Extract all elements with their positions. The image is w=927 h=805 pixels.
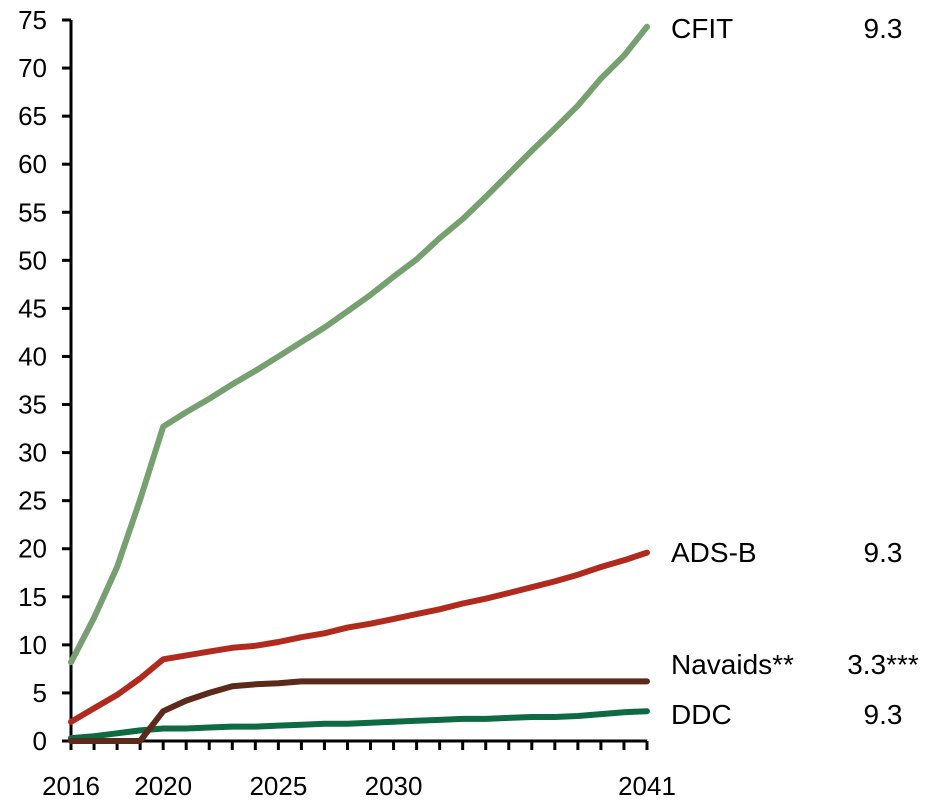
x-tick-label-2016: 2016 [42,771,100,801]
y-axis-ticks: 0 5 10 15 20 25 30 35 40 45 50 55 60 65 70 75 [18,5,71,756]
series-label-ddc: DDC [671,699,732,730]
series-line-ads-b [68,549,650,725]
x-tick-label-2041: 2041 [618,771,676,801]
series-line-cfit [68,23,650,666]
y-tick-label-5: 5 [33,678,47,708]
x-tick-label-2030: 2030 [365,771,423,801]
series-label-ads-b: ADS-B [671,537,757,568]
x-axis-ticks: 2016 2020 2025 2030 2041 [42,741,676,801]
y-tick-label-30: 30 [18,438,47,468]
x-tick-label-2020: 2020 [134,771,192,801]
series-lines [68,23,650,744]
series-value-ads-b: 9.3 [864,537,903,568]
y-tick-label-15: 15 [18,582,47,612]
y-tick-label-75: 75 [18,5,47,35]
y-tick-label-25: 25 [18,486,47,516]
y-tick-label-60: 60 [18,149,47,179]
y-tick-label-70: 70 [18,53,47,83]
series-labels: CFIT 9.3 ADS-B 9.3 Navaids** 3.3*** DDC 9.3 [671,13,919,730]
series-value-ddc: 9.3 [864,699,903,730]
y-tick-label-65: 65 [18,101,47,131]
series-line-ddc [68,708,650,742]
series-label-cfit: CFIT [671,13,733,44]
x-tick-label-2025: 2025 [249,771,307,801]
y-tick-label-10: 10 [18,630,47,660]
y-tick-label-20: 20 [18,534,47,564]
axes-group [69,20,647,743]
y-tick-label-0: 0 [33,726,47,756]
series-value-cfit: 9.3 [864,13,903,44]
y-tick-label-40: 40 [18,341,47,371]
series-label-navaids: Navaids** [671,649,794,680]
y-tick-label-55: 55 [18,197,47,227]
y-tick-label-50: 50 [18,245,47,275]
series-value-navaids: 3.3*** [847,649,919,680]
y-tick-label-35: 35 [18,390,47,420]
y-tick-label-45: 45 [18,293,47,323]
series-line-navaids [68,678,650,744]
